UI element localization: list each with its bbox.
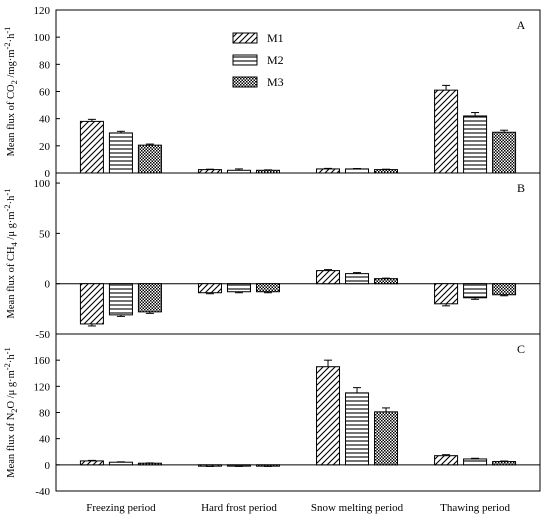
y-axis-label-part: -2 xyxy=(2,204,12,211)
y-tick-label: 20 xyxy=(39,141,51,153)
y-tick-label: 60 xyxy=(39,87,51,99)
panel-B: -50 0 50 100 B Mean flux of CH4 /μ g·m-2·h-1 xyxy=(2,172,541,341)
bar-M1-2 xyxy=(316,270,341,285)
bar-M1-3 xyxy=(434,455,459,466)
bar-M3-0 xyxy=(137,283,162,313)
legend-swatch-M3 xyxy=(232,76,258,88)
y-axis-label-part: -2 xyxy=(2,363,12,370)
x-category-label: Freezing period xyxy=(86,502,156,514)
bar-M1-2 xyxy=(316,366,341,466)
y-tick-label: 100 xyxy=(34,32,51,44)
bar-M2-0 xyxy=(108,132,133,174)
y-tick-label: 0 xyxy=(45,168,51,180)
y-tick-label: 50 xyxy=(39,228,51,240)
y-axis-label-part: 4 xyxy=(9,241,19,246)
y-axis-label-part: Mean flux of CO xyxy=(6,84,17,156)
bar-M2-3 xyxy=(463,283,488,299)
bar-M2-1 xyxy=(226,283,251,293)
bar-M2-0 xyxy=(108,461,133,466)
x-category-label: Hard frost period xyxy=(201,502,277,514)
bar-M3-3 xyxy=(492,283,517,296)
panel-letter: C xyxy=(517,342,525,356)
y-tick-label: 80 xyxy=(39,59,51,71)
bar-M2-2 xyxy=(345,168,370,174)
legend-label-M1: M1 xyxy=(267,31,284,45)
y-tick-label: 80 xyxy=(39,408,51,420)
bar-M1-0 xyxy=(79,120,104,174)
y-axis-label-part: -1 xyxy=(2,347,12,354)
x-category-label: Thawing period xyxy=(440,502,510,514)
y-tick-label: 0 xyxy=(45,279,51,291)
y-axis-label-part: /mg·m xyxy=(6,50,17,81)
bar-M3-3 xyxy=(492,131,517,174)
y-tick-label: -40 xyxy=(35,486,50,498)
y-axis-label-part: ·h xyxy=(6,33,17,42)
panel-frame xyxy=(55,333,541,492)
panel-A: 0 20 40 60 80 100 120 A Mean flux of CO2 /mg·m-2… xyxy=(2,5,541,180)
y-axis-label-part: ·h xyxy=(6,354,17,363)
y-tick-label: 120 xyxy=(34,381,51,393)
y-axis-label: Mean flux of CO2 /mg·m-2·h-1 xyxy=(2,27,19,157)
bar-M3-1 xyxy=(255,283,280,293)
bar-M2-0 xyxy=(108,283,133,316)
bar-M3-3 xyxy=(492,461,517,466)
legend-swatch-M2 xyxy=(232,54,258,66)
y-axis-label-part: -1 xyxy=(2,27,12,34)
y-axis-label-part: O /μ g·m xyxy=(6,370,17,408)
bar-M1-1 xyxy=(197,169,222,174)
y-tick-label: 100 xyxy=(34,178,51,190)
bar-M2-3 xyxy=(463,458,488,466)
legend-label-M2: M2 xyxy=(267,53,284,67)
bar-M2-2 xyxy=(345,273,370,285)
y-axis-label-part: 2 xyxy=(9,408,19,412)
y-axis-label-part: Mean flux of CH xyxy=(6,246,17,318)
bar-M1-2 xyxy=(316,168,341,174)
bar-M3-2 xyxy=(374,169,399,174)
bar-M1-3 xyxy=(434,89,459,174)
legend-swatch-M1 xyxy=(232,32,258,44)
bar-M1-3 xyxy=(434,283,459,305)
bar-M1-0 xyxy=(79,283,104,325)
bar-M3-0 xyxy=(137,144,162,174)
bar-M1-1 xyxy=(197,283,222,294)
y-tick-label: 0 xyxy=(45,460,51,472)
y-tick-label: 40 xyxy=(39,114,51,126)
x-category-label: Snow melting period xyxy=(311,502,404,514)
y-axis-label-part: ·h xyxy=(6,195,17,204)
y-tick-label: 120 xyxy=(34,5,51,17)
bar-M1-0 xyxy=(79,460,104,466)
panel-C: -40 0 40 80 120 160 C Mean flux of N2O /μ g·m-2… xyxy=(2,333,541,498)
legend-label-M3: M3 xyxy=(267,75,284,89)
y-axis-label-part: -1 xyxy=(2,189,12,196)
y-axis-label-part: Mean flux of N xyxy=(6,412,17,477)
panel-letter: B xyxy=(517,181,525,195)
legend: M1 M2 M3 xyxy=(232,31,284,89)
panel-letter: A xyxy=(517,18,526,32)
y-axis-label-part: /μ g·m xyxy=(6,211,17,242)
y-tick-label: -50 xyxy=(35,329,50,341)
y-axis-label: Mean flux of CH4 /μ g·m-2·h-1 xyxy=(2,189,19,319)
y-tick-label: 40 xyxy=(39,434,51,446)
y-axis-label-part: -2 xyxy=(2,42,12,49)
y-axis-label: Mean flux of N2O /μ g·m-2·h-1 xyxy=(2,347,19,478)
y-axis-label-part: 2 xyxy=(9,80,19,84)
bar-M2-2 xyxy=(345,392,370,466)
bar-M2-3 xyxy=(463,115,488,174)
bar-M3-2 xyxy=(374,411,399,466)
bar-M3-2 xyxy=(374,278,399,285)
y-tick-label: 160 xyxy=(34,355,51,367)
bar-M3-0 xyxy=(137,462,162,466)
